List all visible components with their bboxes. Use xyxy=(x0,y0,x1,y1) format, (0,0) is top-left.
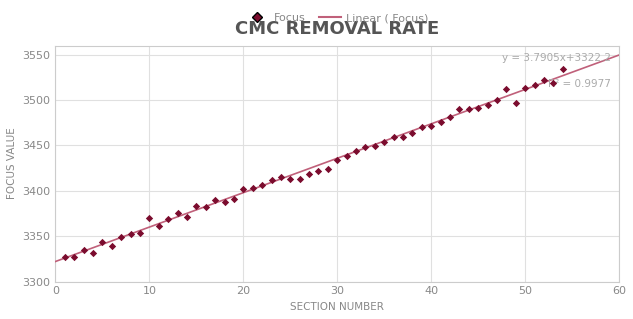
Point xyxy=(191,203,201,208)
Title: CMC REMOVAL RATE: CMC REMOVAL RATE xyxy=(235,20,439,39)
Point xyxy=(78,248,89,253)
Y-axis label: FOCUS VALUE: FOCUS VALUE xyxy=(7,128,17,199)
Point xyxy=(454,107,465,112)
X-axis label: SECTION NUMBER: SECTION NUMBER xyxy=(291,302,384,312)
Point xyxy=(351,149,361,154)
Point xyxy=(342,154,352,159)
Point xyxy=(389,135,399,140)
Point xyxy=(464,107,474,112)
Point xyxy=(426,123,436,129)
Point xyxy=(323,166,333,171)
Point xyxy=(60,254,70,259)
Point xyxy=(125,232,135,237)
Point xyxy=(257,183,267,188)
Point xyxy=(473,105,483,110)
Legend: Focus, Linear ( Focus): Focus, Linear ( Focus) xyxy=(241,9,433,27)
Point xyxy=(398,135,408,140)
Point xyxy=(408,130,418,136)
Point xyxy=(220,200,230,205)
Point xyxy=(248,185,258,190)
Point xyxy=(332,158,342,163)
Point xyxy=(539,77,549,82)
Point xyxy=(360,145,370,150)
Point xyxy=(445,115,455,120)
Point xyxy=(144,215,154,220)
Point xyxy=(173,211,183,216)
Point xyxy=(529,83,539,88)
Point xyxy=(107,243,117,248)
Point xyxy=(501,87,511,92)
Point xyxy=(417,125,427,130)
Point xyxy=(304,171,314,176)
Point xyxy=(266,178,277,183)
Point xyxy=(558,66,568,71)
Point xyxy=(294,176,304,182)
Point xyxy=(210,197,220,202)
Point xyxy=(370,143,380,148)
Point xyxy=(182,215,192,220)
Point xyxy=(163,216,173,221)
Text: R² = 0.9977: R² = 0.9977 xyxy=(548,79,611,89)
Point xyxy=(229,197,239,202)
Point xyxy=(482,102,492,108)
Point xyxy=(285,177,296,182)
Point xyxy=(135,231,145,236)
Point xyxy=(379,139,389,145)
Point xyxy=(88,250,98,256)
Point xyxy=(548,80,558,85)
Point xyxy=(436,120,446,125)
Point xyxy=(276,175,286,180)
Point xyxy=(520,85,530,90)
Point xyxy=(69,254,79,259)
Text: y = 3.7905x+3322.2: y = 3.7905x+3322.2 xyxy=(501,53,611,63)
Point xyxy=(201,204,211,209)
Point xyxy=(238,186,248,191)
Point xyxy=(97,239,108,244)
Point xyxy=(116,235,127,240)
Point xyxy=(511,100,521,105)
Point xyxy=(492,98,502,103)
Point xyxy=(154,223,164,228)
Point xyxy=(313,168,323,173)
